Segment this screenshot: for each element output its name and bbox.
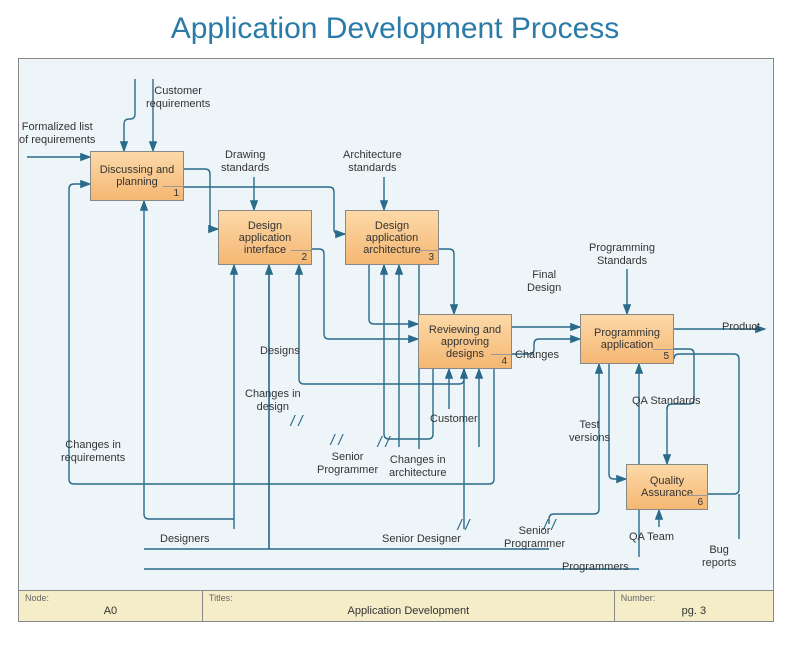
edge-label: Changes in design <box>245 388 301 414</box>
tunnel-mark: // <box>456 518 472 534</box>
footer-node-cell: Node: A0 <box>19 591 203 621</box>
edge-label: Designs <box>260 345 300 358</box>
edge-label: Changes in requirements <box>61 439 125 465</box>
tunnel-mark: // <box>329 433 345 449</box>
footer-number-label: Number: <box>621 593 767 603</box>
process-node-6: Quality Assurance6 <box>626 464 708 510</box>
process-node-3: Design application architecture3 <box>345 210 439 265</box>
node-number: 2 <box>301 252 307 263</box>
edge-label: Designers <box>160 533 210 546</box>
edge-label: Programming Standards <box>589 242 655 268</box>
tunnel-mark: // <box>376 435 392 451</box>
node-label: Programming application <box>585 327 669 351</box>
footer-node-value: A0 <box>25 605 196 617</box>
node-number: 5 <box>663 351 669 362</box>
diagram-frame: Discussing and planning1 Design applicati… <box>18 58 774 622</box>
edge-label: Customer <box>430 413 478 426</box>
footer-title-label: Titles: <box>209 593 608 603</box>
diagram-area: Discussing and planning1 Design applicati… <box>19 59 773 621</box>
node-label: Discussing and planning <box>95 164 179 188</box>
edge-label: Changes in architecture <box>389 454 446 480</box>
edge-label: Changes <box>515 349 559 362</box>
footer-number-value: pg. 3 <box>621 605 767 617</box>
edge-label: Bug reports <box>702 544 736 570</box>
node-number: 1 <box>173 188 179 199</box>
node-number: 3 <box>428 252 434 263</box>
node-number: 6 <box>697 497 703 508</box>
edge-label: Drawing standards <box>221 149 269 175</box>
process-node-4: Reviewing and approving designs4 <box>418 314 512 369</box>
footer-node-label: Node: <box>25 593 196 603</box>
tunnel-mark: // <box>542 518 558 534</box>
edge-label: Senior Designer <box>382 533 461 546</box>
node-number: 4 <box>501 356 507 367</box>
tunnel-mark: // <box>289 414 305 430</box>
page-title: Application Development Process <box>0 0 790 54</box>
edge-label: Programmers <box>562 561 629 574</box>
edge-label: Architecture standards <box>343 149 402 175</box>
footer-title-cell: Titles: Application Development <box>203 591 615 621</box>
edge-label: QA Standards <box>632 395 701 408</box>
edge-label: Final Design <box>527 269 561 295</box>
edge-label: Customer requirements <box>146 85 210 111</box>
footer-title-value: Application Development <box>209 605 608 617</box>
process-node-5: Programming application5 <box>580 314 674 364</box>
edge-label: Formalized list of requirements <box>19 121 95 147</box>
edge-label: Senior Programmer <box>317 451 378 477</box>
process-node-2: Design application interface2 <box>218 210 312 265</box>
edge-label: Test versions <box>569 419 610 445</box>
footer-number-cell: Number: pg. 3 <box>615 591 773 621</box>
diagram-container: Application Development Process <box>0 0 790 655</box>
edge-label: Product <box>722 321 760 334</box>
process-node-1: Discussing and planning1 <box>90 151 184 201</box>
edge-label: QA Team <box>629 531 674 544</box>
footer-row: Node: A0 Titles: Application Development… <box>19 590 773 621</box>
